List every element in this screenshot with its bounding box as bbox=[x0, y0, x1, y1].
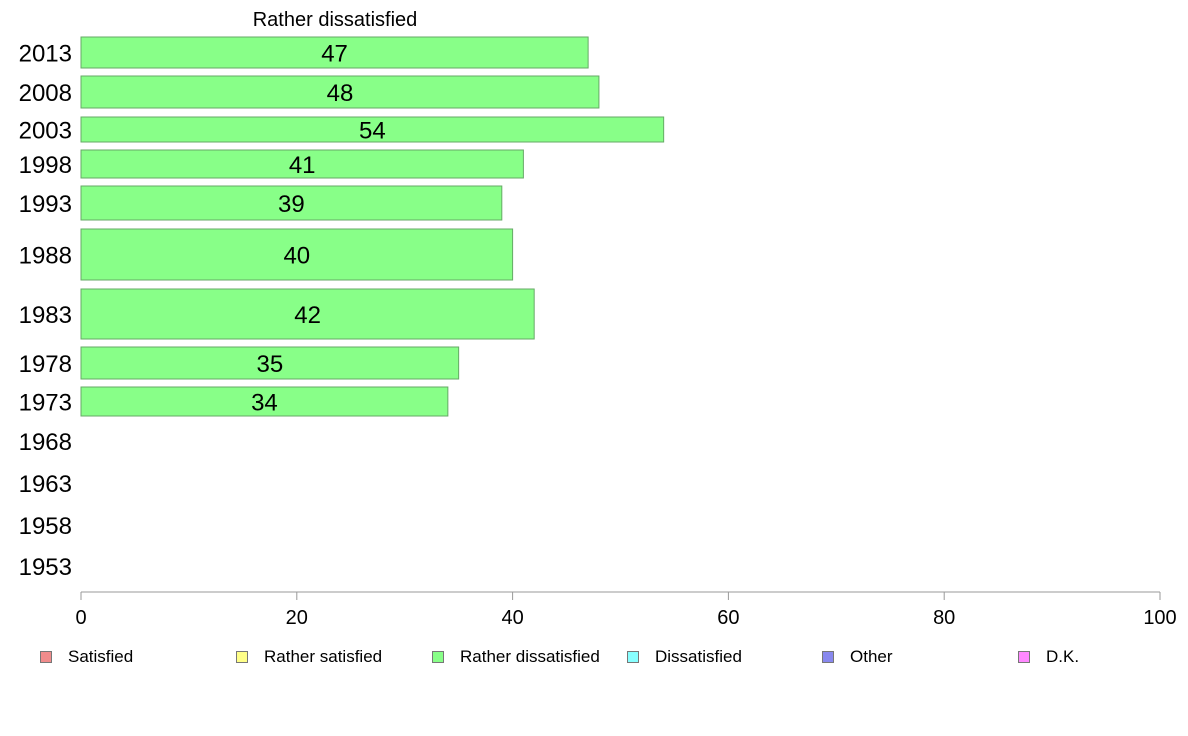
legend-label: Rather dissatisfied bbox=[460, 647, 600, 666]
value-label-1993: 39 bbox=[278, 191, 305, 218]
legend-item-d-k: D.K. bbox=[1018, 646, 1079, 668]
value-label-1998: 41 bbox=[289, 152, 316, 179]
category-label-1978: 1978 bbox=[19, 351, 72, 378]
x-tick-label-20: 20 bbox=[286, 607, 308, 629]
x-tick-label-40: 40 bbox=[501, 607, 523, 629]
legend-label: Other bbox=[850, 647, 893, 666]
value-label-1983: 42 bbox=[294, 302, 321, 329]
bar-2003 bbox=[80, 116, 665, 143]
legend-swatch bbox=[1018, 651, 1030, 663]
x-tick-label-80: 80 bbox=[933, 607, 955, 629]
category-label-2008: 2008 bbox=[19, 80, 72, 107]
category-label-2003: 2003 bbox=[19, 118, 72, 145]
x-tick-label-100: 100 bbox=[1143, 607, 1176, 629]
legend-label: Dissatisfied bbox=[655, 647, 742, 666]
bar-1978 bbox=[80, 346, 460, 380]
value-label-2003: 54 bbox=[359, 118, 386, 145]
legend-item-rather-dissatisfied: Rather dissatisfied bbox=[432, 646, 600, 668]
category-label-1998: 1998 bbox=[19, 152, 72, 179]
bar-1993 bbox=[80, 185, 503, 221]
bar-2013 bbox=[80, 36, 589, 69]
bar-2008 bbox=[80, 75, 600, 109]
bar-1998 bbox=[80, 149, 524, 179]
category-label-1993: 1993 bbox=[19, 191, 72, 218]
legend: Satisfied Rather satisfied Rather dissatis… bbox=[0, 646, 1188, 670]
legend-swatch bbox=[236, 651, 248, 663]
value-label-1973: 34 bbox=[251, 390, 278, 417]
category-label-1963: 1963 bbox=[19, 471, 72, 498]
value-label-2013: 47 bbox=[321, 41, 348, 68]
legend-swatch bbox=[432, 651, 444, 663]
category-label-1983: 1983 bbox=[19, 302, 72, 329]
category-labels: 2013 2008 2003 1998 1993 1988 1983 1978 1973 1968… bbox=[19, 41, 72, 582]
bar-1988 bbox=[80, 228, 514, 281]
x-tick-label-60: 60 bbox=[717, 607, 739, 629]
category-label-1973: 1973 bbox=[19, 390, 72, 417]
value-label-1988: 40 bbox=[283, 243, 310, 270]
value-label-2008: 48 bbox=[327, 80, 354, 107]
legend-item-rather-satisfied: Rather satisfied bbox=[236, 646, 382, 668]
legend-item-other: Other bbox=[822, 646, 893, 668]
category-label-1988: 1988 bbox=[19, 243, 72, 270]
legend-swatch bbox=[40, 651, 52, 663]
legend-swatch bbox=[627, 651, 639, 663]
legend-label: Satisfied bbox=[68, 647, 134, 666]
category-label-2013: 2013 bbox=[19, 41, 72, 68]
value-label-1978: 35 bbox=[256, 351, 283, 378]
chart-title: Rather dissatisfied bbox=[253, 9, 418, 31]
x-tick-label-0: 0 bbox=[75, 607, 86, 629]
legend-item-satisfied: Satisfied bbox=[40, 646, 133, 668]
bar-1973 bbox=[80, 386, 449, 417]
category-label-1953: 1953 bbox=[19, 554, 72, 581]
legend-item-dissatisfied: Dissatisfied bbox=[627, 646, 742, 668]
legend-label: D.K. bbox=[1046, 647, 1080, 666]
legend-label: Rather satisfied bbox=[264, 647, 383, 666]
x-axis: 0 20 40 60 80 100 bbox=[75, 591, 1177, 629]
bar-1983 bbox=[80, 288, 535, 340]
legend-swatch bbox=[822, 651, 834, 663]
category-label-1968: 1968 bbox=[19, 429, 72, 456]
category-label-1958: 1958 bbox=[19, 513, 72, 540]
